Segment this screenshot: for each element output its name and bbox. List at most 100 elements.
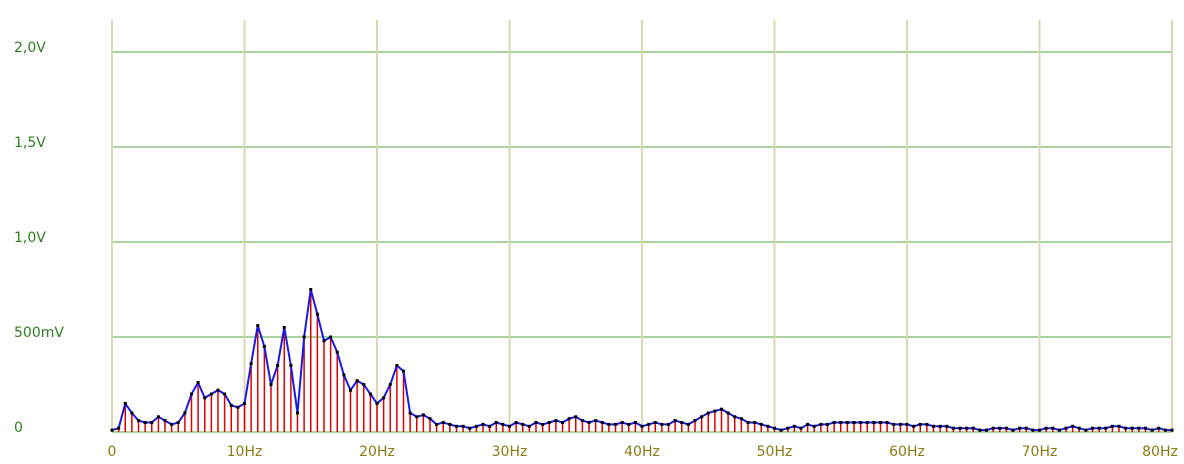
marker: [1038, 428, 1041, 432]
marker: [580, 419, 584, 423]
marker: [1110, 424, 1114, 428]
marker: [885, 421, 889, 424]
marker: [951, 426, 955, 430]
marker: [216, 388, 220, 392]
marker: [488, 424, 492, 428]
marker: [183, 411, 187, 415]
marker: [819, 422, 823, 426]
marker: [243, 402, 246, 405]
marker: [196, 381, 200, 385]
marker: [799, 426, 803, 430]
marker: [673, 419, 677, 423]
marker: [302, 335, 306, 339]
marker: [1057, 428, 1061, 432]
marker: [633, 421, 637, 424]
marker: [1004, 426, 1008, 430]
marker: [468, 426, 472, 430]
marker: [402, 369, 405, 373]
marker: [925, 422, 929, 426]
marker: [1091, 426, 1094, 430]
y-tick-label: 1,5V: [14, 135, 46, 151]
y-tick-label: 1,0V: [14, 230, 46, 246]
marker: [1163, 428, 1167, 432]
marker: [421, 413, 425, 417]
marker: [991, 426, 995, 430]
marker: [872, 421, 876, 424]
marker: [395, 364, 399, 367]
marker: [938, 424, 942, 428]
marker: [686, 422, 690, 426]
marker: [110, 428, 114, 432]
marker: [958, 426, 962, 430]
marker: [209, 392, 213, 396]
marker: [998, 426, 1002, 430]
marker: [1077, 426, 1081, 430]
marker: [190, 392, 193, 396]
marker: [1124, 426, 1128, 430]
marker: [315, 312, 319, 316]
marker: [587, 421, 591, 424]
x-tick-label: 70Hz: [1022, 444, 1058, 460]
y-tick-label: 0: [14, 420, 23, 436]
marker: [1024, 426, 1028, 430]
marker: [262, 345, 266, 348]
marker: [898, 422, 902, 426]
marker: [322, 339, 326, 343]
marker: [733, 415, 737, 419]
marker: [508, 424, 511, 428]
marker: [249, 362, 253, 366]
marker: [223, 392, 227, 396]
marker: [329, 335, 333, 339]
marker: [971, 426, 975, 430]
marker: [865, 421, 869, 424]
x-tick-label: 40Hz: [624, 444, 660, 460]
marker: [435, 422, 439, 426]
marker: [534, 421, 538, 424]
marker: [746, 421, 750, 424]
x-tick-label: 80Hz: [1142, 444, 1178, 460]
marker: [667, 422, 670, 426]
marker: [474, 424, 478, 428]
marker: [276, 364, 280, 367]
marker: [309, 288, 313, 291]
marker: [839, 421, 843, 424]
marker: [1144, 426, 1147, 430]
marker: [150, 421, 154, 424]
marker: [514, 421, 518, 424]
x-tick-label: 0: [108, 444, 117, 460]
x-tick-label: 30Hz: [492, 444, 528, 460]
marker: [892, 422, 896, 426]
marker: [739, 417, 743, 421]
marker: [905, 422, 909, 426]
y-tick-label: 500mV: [14, 325, 64, 341]
marker: [594, 419, 598, 423]
marker: [1137, 426, 1141, 430]
marker: [647, 422, 651, 426]
marker: [176, 421, 180, 424]
marker: [945, 424, 949, 428]
marker: [845, 421, 849, 424]
marker: [494, 421, 498, 424]
marker: [640, 424, 644, 428]
marker: [932, 424, 935, 428]
marker: [388, 383, 392, 386]
marker: [448, 422, 452, 426]
marker: [130, 411, 134, 415]
marker: [826, 422, 829, 426]
x-tick-label: 50Hz: [757, 444, 793, 460]
marker: [415, 415, 419, 419]
marker: [706, 411, 710, 415]
marker: [1117, 424, 1121, 428]
marker: [567, 417, 571, 421]
marker: [143, 421, 147, 424]
marker: [408, 411, 412, 415]
marker: [773, 426, 776, 430]
marker: [123, 402, 127, 405]
marker: [680, 421, 684, 424]
marker: [229, 403, 233, 407]
marker: [296, 411, 299, 415]
marker: [792, 424, 796, 428]
marker: [1097, 426, 1101, 430]
x-tick-label: 60Hz: [889, 444, 925, 460]
